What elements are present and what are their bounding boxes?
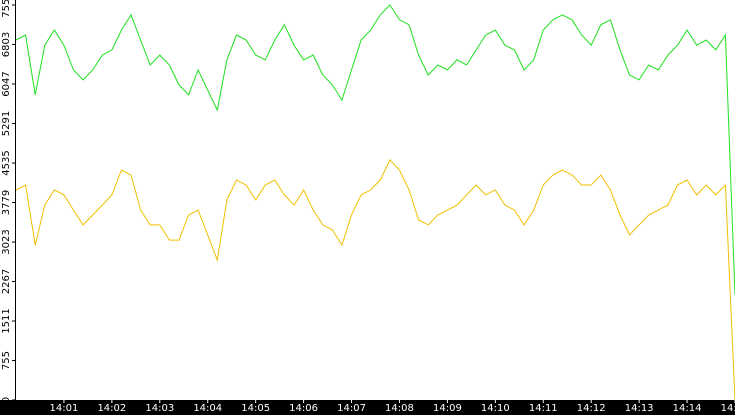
x-tick-label: 14:09 (433, 403, 462, 414)
x-tick-label: 14:12 (577, 403, 606, 414)
x-tick-label: 14:15 (721, 403, 735, 414)
x-tick-label: 14:03 (145, 403, 174, 414)
y-tick-label: 2267 (1, 269, 12, 294)
y-tick-label: 1511 (1, 308, 12, 333)
y-tick-label: 6047 (1, 71, 12, 96)
x-tick-label: 14:14 (673, 403, 702, 414)
y-tick-label: 3023 (1, 229, 12, 254)
x-tick-label: 14:06 (289, 403, 318, 414)
x-tick-label: 14:10 (481, 403, 510, 414)
x-tick-label: 14:04 (193, 403, 222, 414)
x-tick-label: 14:02 (97, 403, 126, 414)
x-tick-label: 14:07 (337, 403, 366, 414)
x-tick-label: 14:05 (241, 403, 270, 414)
series-line (15, 159, 735, 401)
x-tick-label: 14:08 (385, 403, 414, 414)
y-tick-label: 755 (1, 351, 12, 370)
series-line (15, 4, 735, 296)
y-tick-label: 3779 (1, 190, 12, 215)
y-tick-label: 6803 (1, 32, 12, 57)
x-tick-label: 14:01 (50, 403, 79, 414)
y-tick-label: 0 (1, 397, 12, 403)
y-tick-label: 7559 (1, 0, 12, 18)
x-axis-band (0, 400, 735, 415)
y-tick-label: 4535 (1, 150, 12, 175)
x-tick-label: 14:11 (529, 403, 558, 414)
y-tick-label: 5291 (1, 111, 12, 136)
x-tick-label: 14:13 (625, 403, 654, 414)
